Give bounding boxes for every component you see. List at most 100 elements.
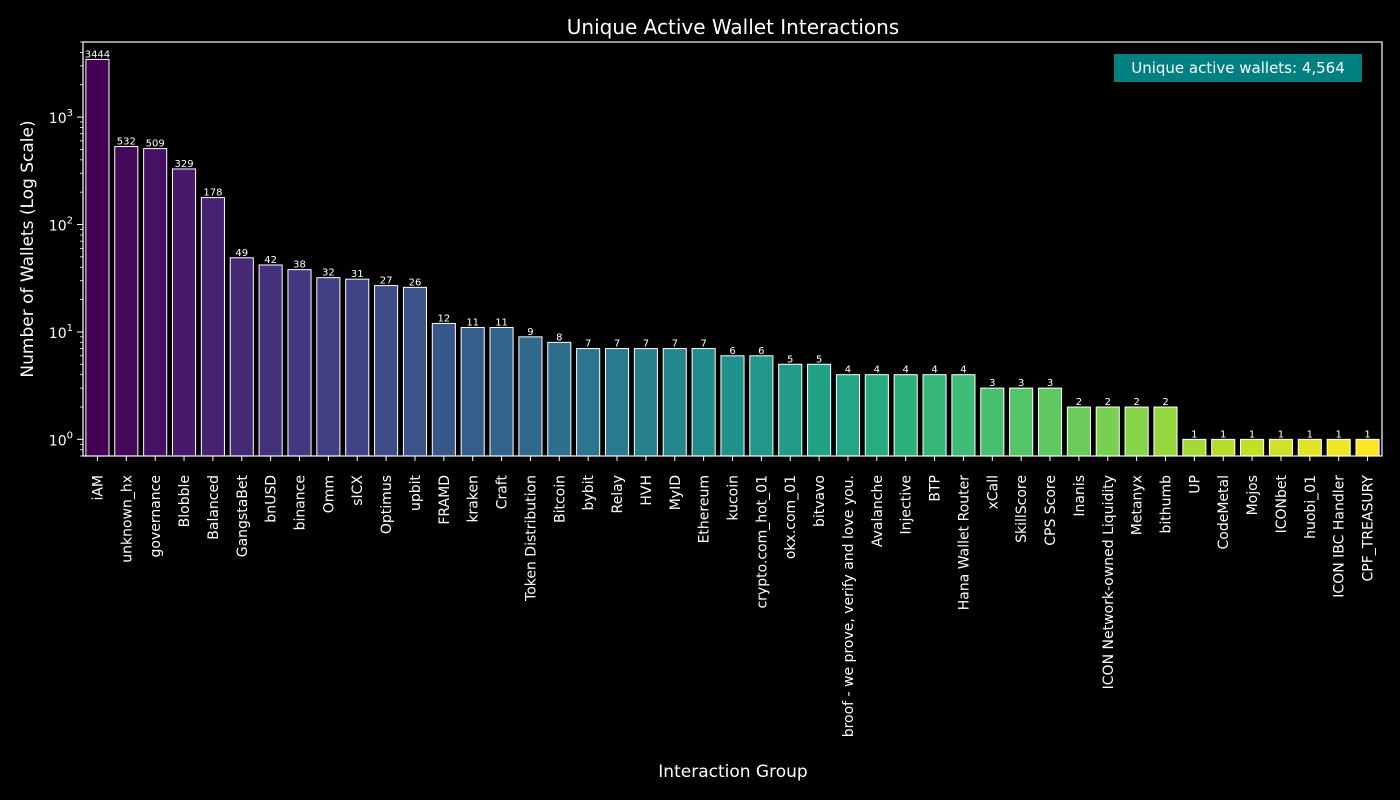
x-tick-label: Token Distribution — [523, 475, 539, 602]
bar-relay — [604, 348, 630, 457]
annotation-badge: Unique active wallets: 4,564 — [1114, 54, 1362, 82]
bar-bybit — [576, 348, 601, 457]
bar-bitcoin — [547, 341, 572, 457]
bar-value-label: 6 — [729, 346, 735, 357]
bar-value-label: 1 — [1364, 429, 1370, 440]
bar-value-label: 31 — [351, 269, 364, 280]
x-tick-label: CPS Score — [1043, 475, 1059, 546]
bar-value-label: 7 — [643, 339, 649, 350]
bar-iconbet — [1268, 438, 1294, 457]
x-tick-label: SkillScore — [1014, 475, 1030, 543]
x-tick-label: crypto.com_hot_01 — [754, 475, 770, 609]
bar-governance — [143, 148, 168, 457]
bar-value-label: 3 — [1047, 378, 1053, 389]
bar-okx-com-01 — [778, 363, 803, 457]
bar-huobi-01 — [1297, 438, 1322, 457]
x-tick-label: FRAMD — [437, 475, 453, 525]
bar-balanced — [200, 197, 225, 457]
y-axis-label: Number of Wallets (Log Scale) — [18, 120, 38, 377]
bar-value-label: 49 — [235, 248, 248, 259]
bar-broof-we-prove-verify-and-love-you — [835, 374, 861, 457]
y-tick-label: 102 — [49, 216, 73, 235]
bar-optimus — [374, 285, 399, 457]
bar-mojos — [1240, 438, 1265, 457]
bar-bitvavo — [807, 363, 832, 457]
bar-crypto-com-hot-01 — [749, 355, 774, 457]
bar-value-label: 9 — [527, 327, 533, 338]
bar-cpf-treasury — [1355, 438, 1380, 457]
bar-icon-network-owned-liquidity — [1095, 406, 1120, 457]
bar-value-label: 3444 — [85, 49, 110, 60]
y-tick-label: 100 — [49, 430, 73, 449]
x-tick-label: kraken — [466, 475, 482, 523]
bar-value-label: 532 — [117, 137, 136, 148]
x-tick-label: Omm — [321, 475, 337, 513]
x-tick-label: bybit — [581, 474, 597, 510]
x-tick-label: Blobble — [177, 475, 193, 527]
x-axis-label: Interaction Group — [658, 762, 807, 782]
bar-hana-wallet-router — [951, 374, 976, 457]
x-tick-label: HVH — [639, 475, 655, 506]
bar-up — [1182, 438, 1207, 457]
bar-skillscore — [1009, 387, 1034, 457]
x-tick-label: Bitcoin — [552, 475, 568, 523]
x-tick-label: bitvavo — [812, 475, 828, 527]
bar-inanis — [1066, 406, 1091, 457]
bar-value-label: 4 — [845, 365, 851, 376]
bar-value-label: 1 — [1220, 429, 1226, 440]
bar-value-label: 4 — [931, 365, 937, 376]
bar-hvh — [633, 348, 658, 457]
x-tick-label: Balanced — [206, 475, 222, 540]
bar-kucoin — [720, 355, 745, 457]
bar-value-label: 4 — [960, 365, 966, 376]
x-tick-label: okx.com_01 — [783, 475, 799, 559]
bar-binance — [287, 269, 312, 457]
x-tick-label: ICON Network-owned Liquidity — [1101, 475, 1117, 689]
x-tick-label: bithumb — [1159, 475, 1175, 534]
bar-bithumb — [1153, 406, 1178, 457]
bar-value-label: 42 — [264, 255, 277, 266]
bar-omm — [316, 277, 341, 457]
bar-framd — [431, 322, 456, 457]
bar-value-label: 329 — [174, 159, 193, 170]
bar-value-label: 4 — [903, 365, 909, 376]
bar-unknown-hx — [114, 146, 139, 457]
bar-upbit — [402, 286, 428, 457]
plot-frame — [82, 41, 1383, 457]
chart-title: Unique Active Wallet Interactions — [567, 15, 899, 39]
bar-cps-score — [1037, 387, 1063, 457]
x-tick-label: upbit — [408, 474, 424, 511]
x-tick-label: Craft — [495, 475, 511, 510]
bar-value-label: 1 — [1307, 429, 1313, 440]
x-tick-label: Ethereum — [697, 475, 713, 543]
x-tick-label: broof - we prove, verify and love you. — [841, 475, 857, 737]
bar-value-label: 1 — [1249, 429, 1255, 440]
bar-value-label: 1 — [1278, 429, 1284, 440]
bar-value-label: 7 — [614, 339, 620, 350]
x-tick-label: CodeMetal — [1216, 475, 1232, 550]
x-tick-label: kucoin — [726, 475, 742, 521]
bar-value-label: 32 — [322, 268, 335, 279]
x-tick-label: Inanis — [1072, 475, 1088, 517]
bar-value-label: 2 — [1162, 397, 1168, 408]
bar-value-label: 3 — [1018, 378, 1024, 389]
x-tick-label: Metanyx — [1130, 475, 1146, 535]
bar-value-label: 509 — [146, 139, 165, 150]
bar-value-label: 2 — [1133, 397, 1139, 408]
x-tick-label: Relay — [610, 475, 626, 513]
bar-xcall — [980, 387, 1005, 457]
x-tick-label: sICX — [350, 475, 366, 506]
bar-value-label: 2 — [1076, 397, 1082, 408]
annotation-badge-text: Unique active wallets: 4,564 — [1131, 59, 1345, 77]
bar-ethereum — [691, 348, 716, 457]
x-tick-label: Hana Wallet Router — [956, 475, 972, 611]
bar-value-label: 26 — [409, 277, 422, 288]
x-tick-label: ICONbet — [1274, 474, 1290, 533]
bar-value-label: 1 — [1191, 429, 1197, 440]
x-tick-label: ICON IBC Handler — [1332, 475, 1348, 598]
bar-value-label: 4 — [874, 365, 880, 376]
bar-injective — [893, 374, 918, 457]
x-tick-label: MyID — [668, 475, 684, 510]
x-tick-label: Injective — [899, 475, 915, 534]
